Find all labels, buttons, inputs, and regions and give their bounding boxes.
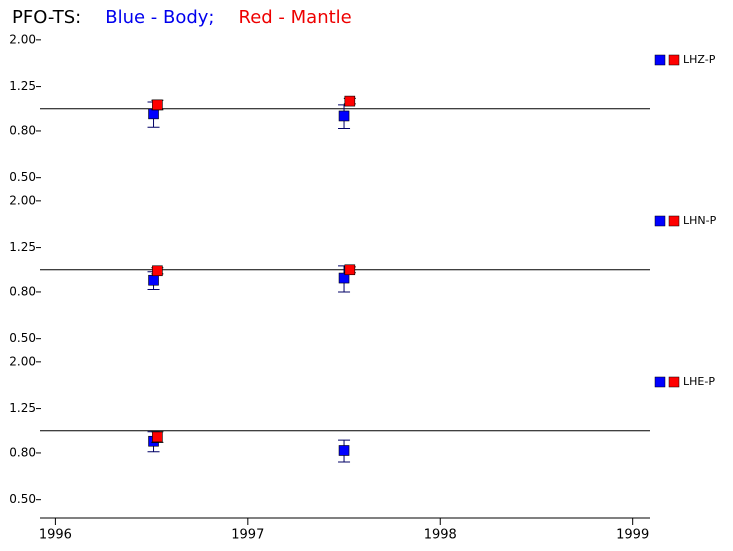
y-tick-label: 0.80 bbox=[9, 284, 36, 298]
legend-swatch bbox=[668, 376, 680, 388]
legend-label: LHE-P bbox=[683, 375, 715, 388]
point bbox=[152, 99, 163, 111]
legend-swatch bbox=[654, 376, 666, 388]
y-tick-label: 1.25 bbox=[9, 79, 36, 93]
chart-title: PFO-TS: Blue - Body; Red - Mantle bbox=[12, 7, 352, 28]
x-tick-label: 1999 bbox=[616, 528, 649, 543]
point bbox=[338, 445, 350, 456]
legend-label: LHN-P bbox=[683, 214, 717, 227]
title-part: Blue - Body; bbox=[105, 7, 214, 28]
y-tick-label: 0.50 bbox=[9, 492, 36, 506]
point bbox=[344, 95, 356, 107]
y-tick-label: 2.00 bbox=[9, 193, 36, 207]
y-tick-label: 1.25 bbox=[9, 401, 36, 415]
point bbox=[152, 431, 163, 443]
y-tick-label: 1.25 bbox=[9, 240, 36, 254]
legend-swatch bbox=[668, 215, 680, 227]
y-tick-label: 0.50 bbox=[9, 170, 36, 184]
point bbox=[338, 110, 350, 122]
y-tick-label: 0.50 bbox=[9, 331, 36, 345]
legend-swatch bbox=[654, 215, 666, 227]
title-part: Red - Mantle bbox=[239, 7, 352, 28]
x-tick-label: 1996 bbox=[39, 528, 72, 543]
title-part: PFO-TS: bbox=[12, 7, 81, 28]
point bbox=[344, 264, 356, 276]
x-tick-label: 1997 bbox=[231, 528, 264, 543]
y-tick-label: 2.00 bbox=[9, 32, 36, 46]
point bbox=[152, 265, 163, 277]
legend-label: LHZ-P bbox=[683, 53, 716, 66]
y-tick-label: 0.80 bbox=[9, 445, 36, 459]
legend-swatch bbox=[654, 54, 666, 66]
x-tick-label: 1998 bbox=[424, 528, 457, 543]
y-tick-label: 0.80 bbox=[9, 123, 36, 137]
point bbox=[148, 108, 159, 120]
point bbox=[148, 274, 159, 286]
y-tick-label: 2.00 bbox=[9, 354, 36, 368]
legend-swatch bbox=[668, 54, 680, 66]
